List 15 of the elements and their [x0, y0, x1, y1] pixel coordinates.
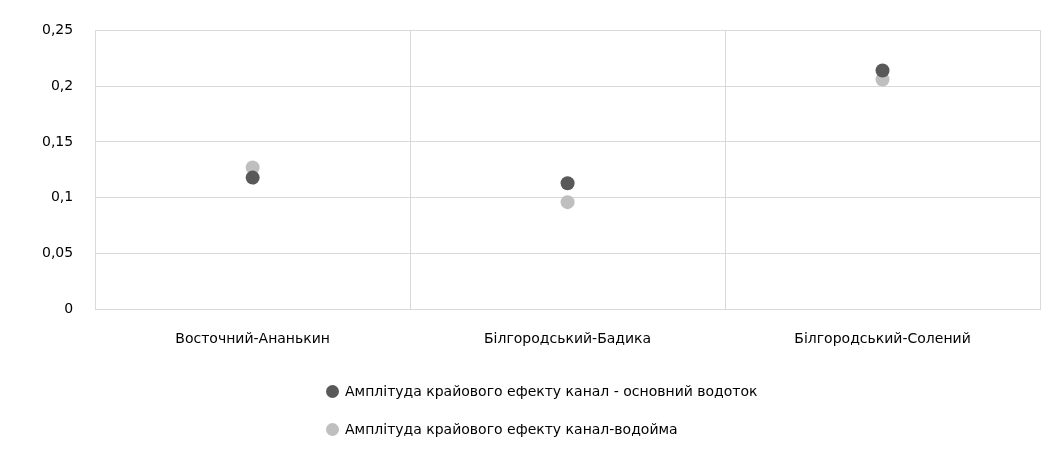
y-tick-label: 0,2 [50, 76, 74, 93]
y-tick-label: 0,25 [42, 21, 74, 38]
point [560, 176, 575, 191]
x-tick-label: Восточний-Ананькин [175, 330, 330, 347]
legend-label: Амплітуда крайового ефекту канал-водойма [345, 421, 678, 437]
x-tick-label: Білгородський-Бадика [484, 330, 652, 347]
point [245, 170, 260, 185]
point [560, 195, 575, 210]
y-tick-label: 0 [64, 299, 74, 316]
x-tick-label: Білгородський-Солений [794, 330, 971, 347]
legend-label: Амплітуда крайового ефекту канал - основний водоток [345, 383, 758, 399]
y-tick-label: 0,1 [50, 188, 74, 205]
y-tick-label: 0,15 [42, 132, 74, 149]
y-tick-label: 0,05 [42, 244, 74, 261]
point [875, 63, 890, 78]
